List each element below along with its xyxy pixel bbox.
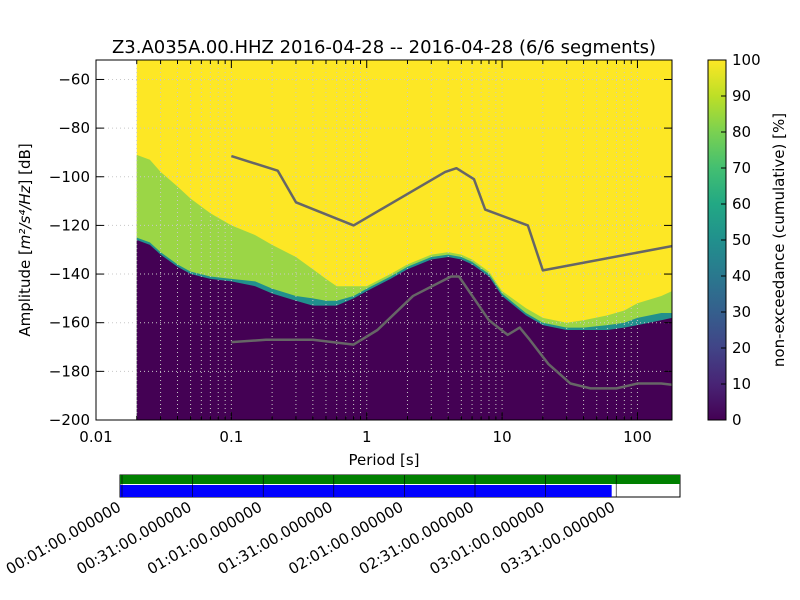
y-axis-label-suffix: ] [dB]	[16, 143, 34, 185]
colorbar-tick-label: 100	[732, 51, 761, 69]
y-axis-label: Amplitude [m²/s⁴/Hz] [dB]	[16, 143, 34, 336]
timeline-data-bar	[120, 485, 612, 497]
series-lines	[230, 154, 672, 390]
timeline-tick-label: 02:31:00.000000	[356, 498, 477, 578]
plot-frame	[95, 59, 673, 421]
colorbar-tick-label: 90	[732, 87, 751, 105]
colorbar-tick-label: 40	[732, 267, 751, 285]
y-tick-label: −60	[58, 70, 90, 88]
x-tick-label: 10	[493, 428, 512, 446]
colorbar-ticks: 0 10 20 30 40 50 60 70 80 90 100	[721, 51, 761, 429]
series-line	[231, 275, 672, 390]
y-tick-label: −200	[49, 411, 90, 429]
colorbar-tick-label: 60	[732, 195, 751, 213]
y-tick-label: −80	[58, 119, 90, 137]
colorbar-tick-label: 30	[732, 303, 751, 321]
x-tick-label: 100	[623, 428, 652, 446]
timeline: 00:01:00.00000000:31:00.00000001:01:00.0…	[3, 474, 681, 578]
colorbar-tick-label: 50	[732, 231, 751, 249]
y-tick-label: −140	[49, 265, 90, 283]
y-tick-label: −180	[49, 362, 90, 380]
y-tick-label: −120	[49, 216, 90, 234]
colorbar-tick-label: 20	[732, 339, 751, 357]
pdf-bands	[136, 60, 672, 420]
timeline-tick-label: 02:01:00.000000	[285, 498, 406, 578]
timeline-tick-label: 01:01:00.000000	[144, 498, 265, 578]
colorbar-tick-label: 80	[732, 123, 751, 141]
x-axis-label: Period [s]	[348, 451, 419, 469]
timeline-tick-label: 03:31:00.000000	[497, 498, 618, 578]
x-tick-label: 0.01	[79, 428, 112, 446]
colorbar-tick-label: 10	[732, 375, 751, 393]
colorbar: 0 10 20 30 40 50 60 70 80 90 100 non-exceedance (c…	[707, 51, 788, 429]
colorbar-tick-label: 70	[732, 159, 751, 177]
timeline-tick-label: 00:01:00.000000	[3, 498, 124, 578]
x-tick-label: 0.1	[219, 428, 243, 446]
chart-title: Z3.A035A.00.HHZ 2016-04-28 -- 2016-04-28…	[112, 37, 656, 58]
y-tick-label: −160	[49, 314, 90, 332]
x-axis: 0.01 0.1 1 10 100	[79, 60, 652, 446]
colorbar-tick-label: 0	[732, 411, 742, 429]
timeline-segments-bar	[120, 475, 680, 484]
x-tick-label: 1	[362, 428, 372, 446]
pdf-band-lower	[136, 240, 672, 420]
timeline-tick-label: 03:01:00.000000	[427, 498, 548, 578]
plot-area	[96, 60, 672, 420]
series-line	[230, 154, 672, 272]
y-axis-label-prefix: Amplitude [	[16, 249, 34, 337]
colorbar-label: non-exceedance (cumulative) [%]	[770, 113, 788, 367]
y-axis: −60 −80 −100 −120 −140 −160 −180 −200	[49, 70, 672, 429]
timeline-tick-label: 00:31:00.000000	[74, 498, 195, 578]
timeline-tick-label: 01:31:00.000000	[215, 498, 336, 578]
y-tick-label: −100	[49, 168, 90, 186]
y-axis-label-math: m²/s⁴/Hz	[16, 184, 34, 249]
